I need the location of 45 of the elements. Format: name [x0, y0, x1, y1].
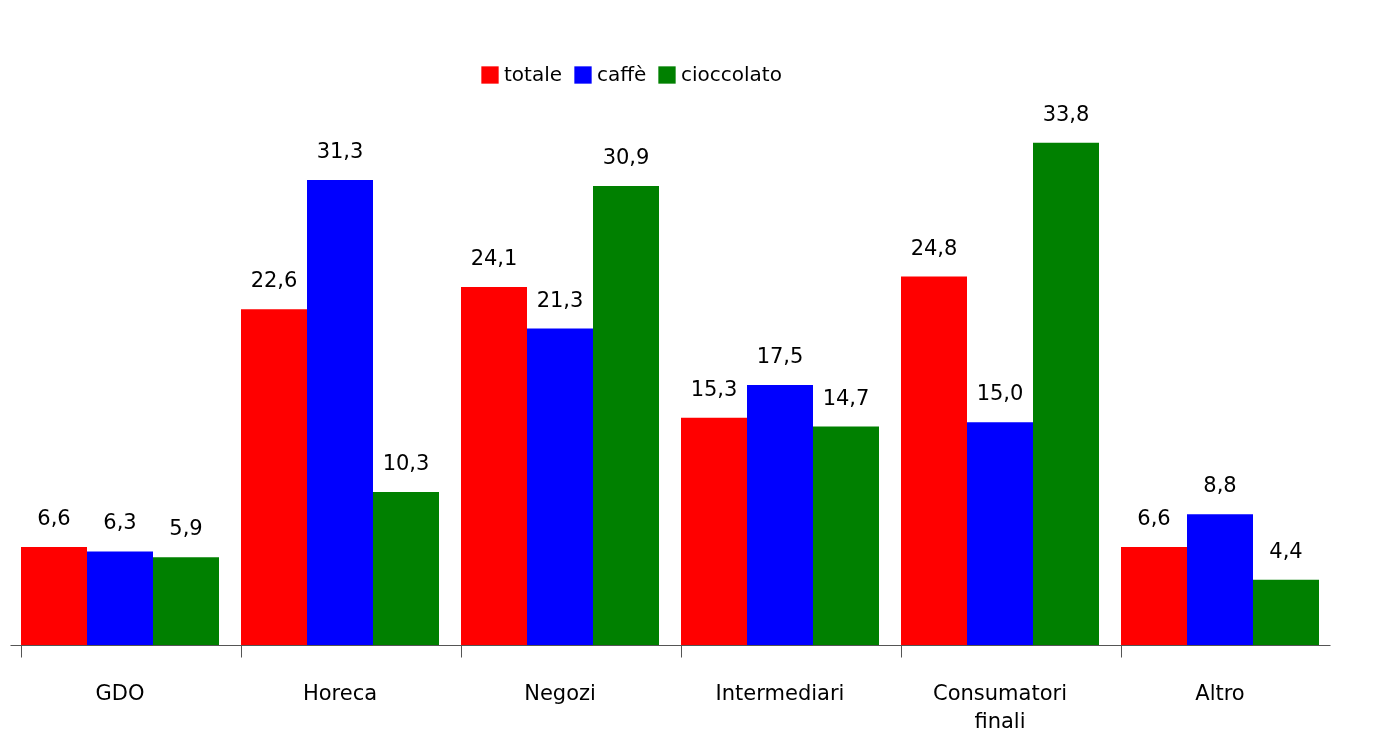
- data-label: 15,3: [690, 376, 738, 401]
- bar: [747, 385, 813, 645]
- bar: [1253, 579, 1319, 645]
- data-label: 21,3: [536, 287, 584, 312]
- data-label: 24,1: [470, 245, 518, 270]
- x-tick-label: Altro: [1195, 680, 1245, 705]
- bar: [967, 422, 1033, 645]
- x-tick-label: Negozi: [524, 680, 596, 705]
- data-label: 24,8: [910, 235, 958, 260]
- bar: [153, 557, 219, 645]
- bar: [1033, 142, 1099, 645]
- data-label: 6,6: [1137, 505, 1171, 530]
- bar: [241, 309, 307, 645]
- bar: [527, 328, 593, 645]
- data-label: 10,3: [382, 450, 430, 475]
- data-label: 5,9: [169, 516, 203, 541]
- legend-label: caffè: [597, 62, 647, 86]
- data-label: 31,3: [316, 138, 364, 163]
- x-tick-label: Horeca: [302, 680, 378, 705]
- legend-label: totale: [504, 62, 563, 86]
- data-label: 33,8: [1042, 101, 1090, 126]
- legend-label: cioccolato: [681, 62, 782, 86]
- bar: [373, 491, 439, 645]
- data-label: 8,8: [1203, 473, 1237, 498]
- bar: [21, 546, 87, 645]
- bar: [461, 286, 527, 645]
- data-label: 30,9: [602, 144, 650, 169]
- x-tick-label: GDO: [95, 680, 145, 705]
- bar: [87, 551, 153, 645]
- bar: [813, 426, 879, 645]
- x-tick-label: Intermediari: [715, 680, 845, 705]
- bar: [1187, 514, 1253, 645]
- bar: [1121, 546, 1187, 645]
- data-label: 17,5: [756, 344, 804, 368]
- data-label: 6,3: [103, 510, 137, 535]
- data-label: 6,6: [37, 505, 71, 530]
- data-label: 4,4: [1269, 538, 1303, 563]
- bar: [681, 417, 747, 645]
- x-tick-label: Consumatori finali: [933, 680, 1067, 733]
- data-label: 14,7: [822, 385, 870, 410]
- data-label: 15,0: [976, 381, 1024, 406]
- data-label: 22,6: [250, 268, 298, 293]
- bar: [901, 276, 967, 645]
- bar: [593, 185, 659, 645]
- bar: [307, 179, 373, 645]
